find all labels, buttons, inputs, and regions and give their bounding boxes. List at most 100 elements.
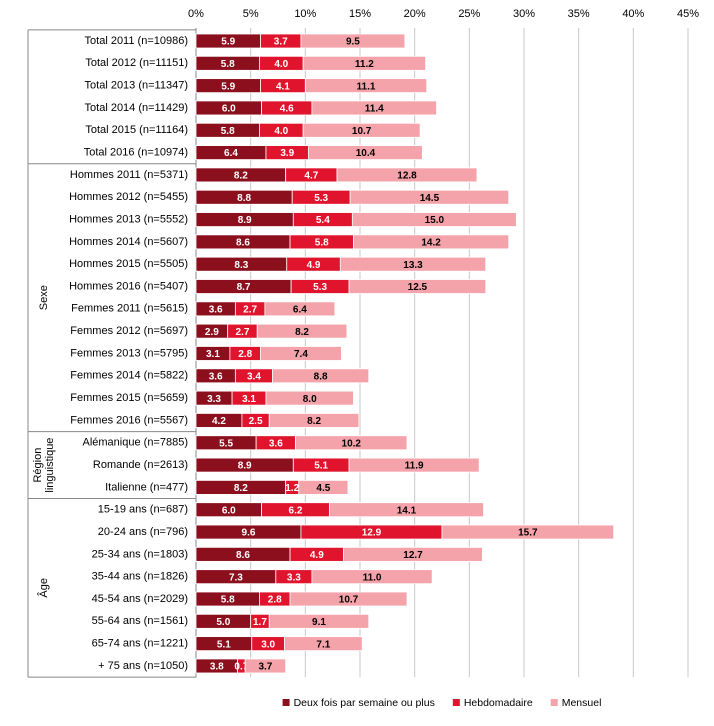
y-tick-label: 20-24 ans (n=796) — [98, 526, 188, 538]
value-label: 4.0 — [274, 126, 288, 137]
y-tick-label: Hommes 2013 (n=5552) — [69, 213, 188, 225]
value-label: 7.4 — [294, 349, 308, 360]
value-label: 8.9 — [238, 215, 252, 226]
value-label: 12.8 — [397, 171, 417, 182]
y-tick-label: Total 2016 (n=10974) — [84, 147, 188, 159]
x-tick-label: 35% — [568, 8, 590, 20]
y-tick-label: Romande (n=2613) — [93, 459, 188, 471]
legend-swatch — [550, 699, 558, 706]
value-label: 3.4 — [247, 371, 261, 382]
y-tick-label: Femmes 2011 (n=5615) — [71, 303, 188, 315]
value-label: 10.4 — [356, 148, 376, 159]
bar-segment — [272, 368, 370, 384]
y-tick-label: Hommes 2016 (n=5407) — [69, 280, 188, 292]
y-tick-label: Total 2015 (n=11164) — [85, 124, 188, 136]
y-tick-label: 25-34 ans (n=1803) — [92, 548, 188, 560]
value-label: 11.2 — [355, 59, 374, 70]
value-label: 12.5 — [408, 282, 428, 293]
bar-segment — [298, 479, 349, 495]
value-label: 14.5 — [420, 193, 440, 204]
x-tick-label: 15% — [349, 8, 371, 20]
value-label: 15.0 — [425, 215, 445, 226]
value-label: 3.9 — [280, 148, 294, 159]
value-label: 2.7 — [236, 327, 250, 338]
y-tick-label: Hommes 2012 (n=5455) — [69, 191, 188, 203]
bar-segment — [308, 145, 423, 161]
value-label: 8.2 — [307, 416, 321, 427]
y-tick-label: Alémanique (n=7885) — [83, 437, 189, 449]
bar-segment — [336, 167, 478, 183]
value-label: 5.1 — [314, 461, 328, 472]
y-tick-label: 15-19 ans (n=687) — [98, 504, 188, 516]
y-tick-label: 45-54 ans (n=2029) — [92, 593, 188, 605]
bar-segment — [328, 502, 484, 518]
value-label: 9.5 — [346, 37, 360, 48]
legend-item: Deux fois par semaine ou plus — [282, 697, 435, 709]
value-label: 14.1 — [397, 505, 417, 516]
x-tick-label: 45% — [677, 8, 699, 20]
value-label: 5.9 — [221, 37, 235, 48]
y-tick-label: Femmes 2014 (n=5822) — [70, 370, 188, 382]
y-tick-label: 55-64 ans (n=1561) — [92, 615, 188, 627]
bar-segment — [289, 591, 408, 607]
legend-label: Deux fois par semaine ou plus — [294, 697, 435, 709]
value-label: 3.7 — [274, 37, 288, 48]
value-label: 3.6 — [269, 438, 283, 449]
value-label: 2.8 — [238, 349, 252, 360]
value-label: 4.9 — [307, 260, 321, 271]
legend-label: Mensuel — [562, 697, 602, 709]
value-label: 5.0 — [216, 617, 230, 628]
x-tick-label: 10% — [294, 8, 316, 20]
y-tick-label: + 75 ans (n=1050) — [98, 660, 188, 672]
value-label: 7.1 — [316, 639, 330, 650]
value-label: 10.7 — [339, 595, 359, 606]
value-label: 0.7 — [234, 662, 248, 673]
x-tick-label: 30% — [513, 8, 535, 20]
value-label: 8.3 — [234, 260, 248, 271]
value-label: 11.9 — [405, 461, 424, 472]
bar-segment — [339, 256, 487, 272]
value-label: 4.7 — [304, 171, 318, 182]
value-label: 6.4 — [293, 304, 307, 315]
bar-segment — [264, 301, 336, 317]
value-label: 15.7 — [518, 528, 538, 539]
value-label: 5.8 — [221, 126, 235, 137]
x-tick-label: 5% — [243, 8, 259, 20]
value-label: 5.1 — [217, 639, 231, 650]
value-label: 4.5 — [316, 483, 330, 494]
group-label: Âge — [37, 578, 50, 598]
value-label: 11.4 — [365, 104, 384, 115]
value-label: 8.2 — [234, 171, 248, 182]
bar-segment — [268, 413, 360, 428]
y-tick-label: Hommes 2014 (n=5607) — [69, 236, 188, 248]
bar-segment — [260, 346, 342, 361]
y-tick-label: 35-44 ans (n=1826) — [92, 571, 188, 583]
value-label: 3.3 — [207, 394, 221, 405]
y-tick-label: Femmes 2016 (n=5567) — [70, 414, 188, 426]
value-label: 8.8 — [237, 193, 251, 204]
bar-segment — [304, 78, 428, 94]
value-label: 10.7 — [352, 126, 372, 137]
value-label: 8.9 — [238, 461, 252, 472]
group-label: Région — [32, 448, 44, 483]
value-label: 8.8 — [314, 371, 328, 382]
value-label: 5.9 — [221, 81, 235, 92]
value-label: 1.2 — [285, 483, 299, 494]
bar-segment — [348, 279, 487, 294]
y-tick-label: Femmes 2012 (n=5697) — [70, 325, 188, 337]
value-label: 10.2 — [342, 438, 362, 449]
value-label: 3.1 — [242, 394, 256, 405]
y-tick-label: Hommes 2015 (n=5505) — [69, 258, 188, 270]
value-label: 3.7 — [258, 662, 272, 673]
value-label: 5.5 — [219, 438, 233, 449]
y-tick-label: Hommes 2011 (n=5371) — [70, 169, 188, 181]
value-label: 4.1 — [276, 81, 290, 92]
value-label: 3.6 — [209, 371, 223, 382]
value-label: 6.2 — [289, 505, 303, 516]
x-tick-label: 40% — [622, 8, 644, 20]
value-label: 2.8 — [268, 595, 282, 606]
group-label: linguistique — [44, 438, 56, 493]
value-label: 5.3 — [314, 193, 328, 204]
value-label: 3.3 — [287, 572, 301, 583]
